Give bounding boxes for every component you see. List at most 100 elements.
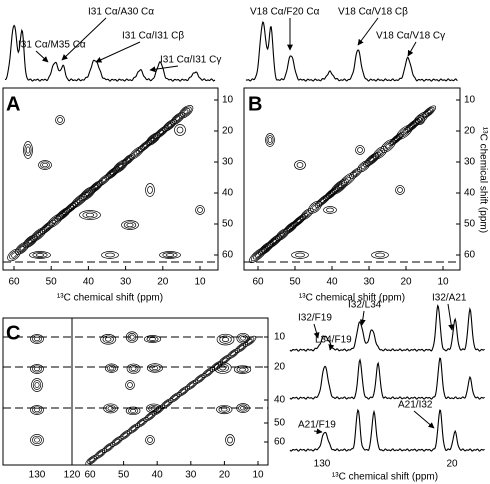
contour-b <box>343 176 352 184</box>
contour-a <box>55 115 65 125</box>
contour-b <box>265 133 275 147</box>
contour-b <box>284 222 297 234</box>
trace <box>289 304 485 352</box>
annotation-arrow <box>149 65 179 73</box>
contour-b <box>412 111 430 126</box>
x-tick-label: 60 <box>252 277 264 288</box>
contour-a <box>139 141 150 151</box>
contour-c <box>240 335 246 341</box>
contour-a <box>183 109 189 115</box>
contour-b <box>375 252 385 258</box>
x-tick-label: 40 <box>326 277 338 288</box>
contour-a <box>162 252 178 258</box>
contour-a <box>24 235 37 247</box>
contour-a <box>101 251 119 259</box>
contour-a <box>121 153 136 166</box>
contour-b <box>417 117 423 123</box>
contour-c <box>126 423 141 435</box>
contour-b <box>253 250 263 260</box>
contour-a <box>51 217 59 224</box>
contour-a <box>43 225 50 231</box>
contour-a <box>82 188 94 199</box>
contour-a <box>175 116 181 121</box>
contour-b <box>397 187 403 193</box>
contour-a <box>7 248 21 262</box>
contour-a <box>180 106 192 118</box>
x-tick-label: 10 <box>437 277 449 288</box>
panel-b-box <box>243 87 461 271</box>
x-tick-label: 20 <box>446 459 458 470</box>
annotation-arrow <box>359 310 366 326</box>
contour-c-left <box>30 364 44 374</box>
contour-a <box>150 137 156 142</box>
x-tick-label: 20 <box>400 277 412 288</box>
contour-a <box>110 171 115 176</box>
contour-b <box>335 183 344 191</box>
contour-b <box>323 186 340 201</box>
contour-a <box>32 252 48 258</box>
contour-b <box>374 147 386 158</box>
contour-b <box>359 162 369 171</box>
contour-c <box>148 404 160 413</box>
contour-c <box>240 405 246 411</box>
contour-a <box>42 162 48 168</box>
contour-a <box>128 145 145 160</box>
contour-a <box>35 253 45 257</box>
y-tick-label: 20 <box>464 126 476 137</box>
x-tick-label: 10 <box>252 470 264 481</box>
contour-a <box>153 125 170 140</box>
contour-c <box>101 442 116 453</box>
y-tick-label: 20 <box>274 362 286 373</box>
contour-a <box>90 182 101 192</box>
x-tick-label: 10 <box>194 277 206 288</box>
contour-a <box>108 169 116 177</box>
contour-c <box>216 363 229 373</box>
contour-c <box>103 403 118 414</box>
contour-a <box>116 162 125 170</box>
contour-b <box>410 123 416 128</box>
contour-a <box>135 137 155 154</box>
contour-a <box>88 180 104 194</box>
annotation: V18 Cα/F20 Cα <box>250 7 320 18</box>
panel-c-box <box>71 317 269 466</box>
annotation-arrow <box>35 50 49 63</box>
contour-c <box>100 334 117 345</box>
contour-c <box>184 379 199 391</box>
contour-c <box>104 336 112 342</box>
contour-b <box>266 135 274 145</box>
contour-b <box>262 244 270 252</box>
contour-a <box>155 126 168 138</box>
contour-c <box>219 335 232 344</box>
y-tick-label: 50 <box>464 219 476 230</box>
contour-c <box>107 406 114 411</box>
y-tick-label: 10 <box>464 95 476 106</box>
annotation: I31 Cα/A30 Cα <box>88 7 154 18</box>
contour-a <box>38 160 52 170</box>
contour-b <box>405 118 421 132</box>
contour-a <box>178 105 194 119</box>
contour-c <box>102 335 114 344</box>
annotation: V18 Cα/V18 Cγ <box>376 31 445 42</box>
contour-c <box>130 366 137 371</box>
contour-b <box>268 236 281 247</box>
contour-b <box>289 213 308 229</box>
contour-b <box>423 106 435 117</box>
annotation: I32/L34 <box>348 300 382 311</box>
contour-b <box>377 149 384 156</box>
contour-a <box>145 183 155 197</box>
contour-c <box>149 337 156 341</box>
contour-c <box>146 336 159 342</box>
x-tick-label: 40 <box>152 470 164 481</box>
contour-c <box>108 366 115 371</box>
contour-a <box>105 252 115 258</box>
contour-c <box>106 364 117 372</box>
contour-a <box>107 168 118 178</box>
contour-c-left <box>34 407 40 413</box>
y-tick-label: 40 <box>464 188 476 199</box>
contour-b <box>371 251 389 259</box>
contour-b <box>363 151 381 168</box>
contour-c <box>30 434 44 446</box>
contour-c <box>147 437 153 443</box>
x-tick-label: 50 <box>118 470 130 481</box>
